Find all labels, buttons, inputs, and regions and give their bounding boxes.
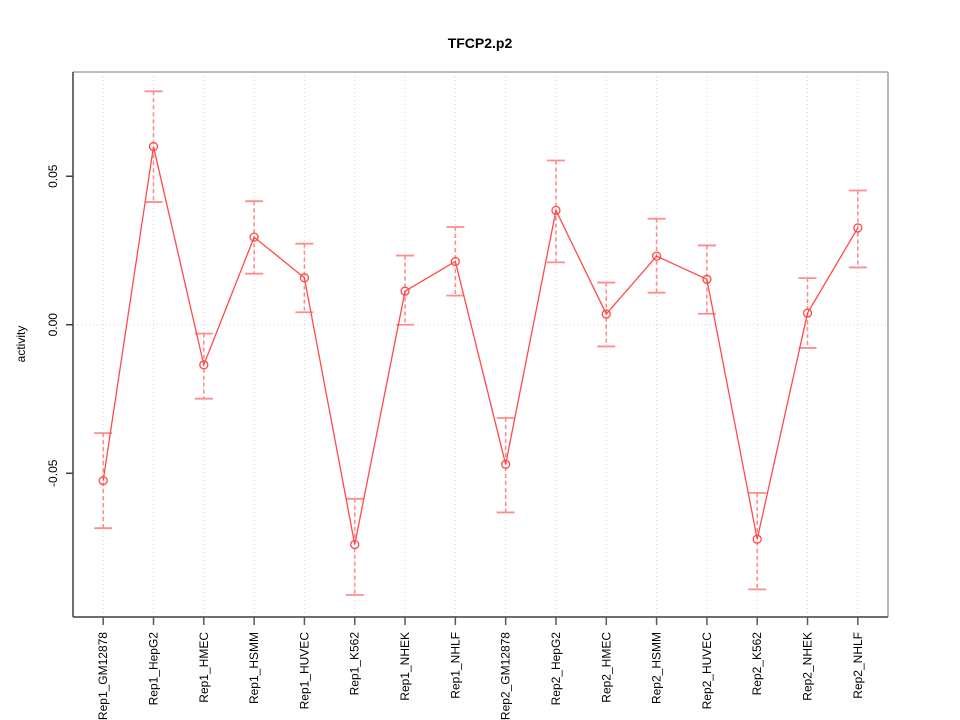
x-tick-label: Rep1_NHLF: [448, 632, 462, 699]
x-tick-label: Rep2_NHLF: [851, 632, 865, 699]
x-tick-label: Rep1_HepG2: [146, 632, 160, 706]
data-point-marker: [702, 274, 712, 284]
y-tick-label: 0.05: [46, 164, 60, 188]
axes-layer: -0.05 0.00 0.05 Rep1_GM12878 Rep1_HepG2 Rep1_…: [46, 164, 865, 720]
data-point-marker: [752, 534, 762, 544]
x-tick-label: Rep2_HMEC: [599, 632, 613, 703]
data-point-marker: [651, 251, 662, 261]
data-point-marker: [148, 141, 159, 152]
x-tick-label: Rep1_NHEK: [398, 632, 412, 701]
data-point-marker: [98, 476, 108, 486]
x-tick-label: Rep1_HMEC: [197, 632, 211, 703]
x-tick-label: Rep2_HSMM: [650, 632, 664, 704]
data-point-marker: [853, 223, 863, 233]
data-point-marker: [551, 205, 561, 216]
plot-box: [72, 71, 889, 618]
data-point-marker: [299, 273, 310, 283]
x-tick-label: Rep2_NHEK: [801, 632, 815, 701]
data-point-marker: [400, 286, 410, 296]
data-point-marker: [501, 459, 511, 469]
series-layer: [98, 141, 863, 550]
x-tick-label: Rep2_HUVEC: [700, 632, 714, 710]
y-tick-label: 0.00: [46, 313, 60, 337]
x-tick-label: Rep1_K562: [348, 632, 362, 696]
y-axis-title: activity: [14, 326, 28, 363]
data-point-marker: [450, 256, 460, 267]
chart-title: TFCP2.p2: [448, 35, 513, 51]
data-point-marker: [249, 232, 259, 242]
data-point-marker: [601, 309, 611, 319]
series-line: [102, 146, 859, 545]
x-tick-label: Rep1_HSMM: [247, 632, 261, 704]
x-tick-label: Rep2_GM12878: [499, 632, 513, 720]
data-point-marker: [350, 539, 360, 550]
grid-layer: [73, 72, 888, 617]
y-tick-label: -0.05: [46, 459, 60, 487]
x-tick-label: Rep1_GM12878: [96, 632, 110, 720]
data-point-marker: [802, 308, 813, 318]
x-tick-label: Rep1_HUVEC: [297, 632, 311, 710]
x-tick-label: Rep2_K562: [750, 632, 764, 696]
x-tick-label: Rep2_HepG2: [549, 632, 563, 706]
error-bars-layer: [94, 90, 867, 596]
data-point-marker: [199, 360, 209, 370]
